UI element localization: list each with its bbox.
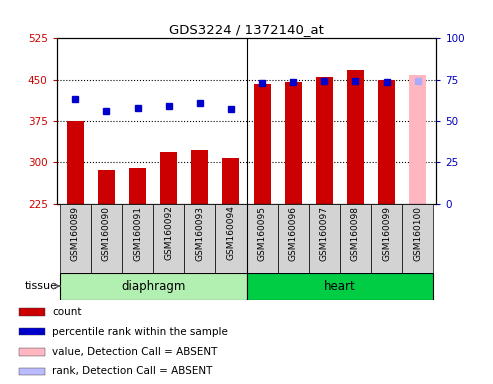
Bar [91, 204, 122, 273]
Text: GSM160094: GSM160094 [226, 205, 236, 260]
Text: GSM160091: GSM160091 [133, 205, 142, 261]
Bar [60, 204, 91, 273]
Text: GSM160096: GSM160096 [289, 205, 298, 261]
Bar [160, 152, 177, 204]
Text: value, Detection Call = ABSENT: value, Detection Call = ABSENT [52, 347, 217, 357]
Bar [347, 70, 364, 204]
Text: heart: heart [324, 280, 356, 293]
Bar [316, 77, 333, 204]
Bar [340, 204, 371, 273]
Bar [98, 170, 115, 204]
Bar [402, 204, 433, 273]
Bar [19, 328, 45, 336]
Bar [19, 367, 45, 375]
Text: GSM160092: GSM160092 [164, 205, 173, 260]
Text: count: count [52, 307, 81, 317]
Text: GSM160100: GSM160100 [413, 205, 422, 261]
Text: diaphragm: diaphragm [121, 280, 185, 293]
Bar [122, 204, 153, 273]
Text: tissue: tissue [24, 281, 57, 291]
Bar [246, 204, 278, 273]
Bar [184, 204, 215, 273]
Text: GSM160089: GSM160089 [71, 205, 80, 261]
Bar [409, 75, 426, 204]
Bar [278, 204, 309, 273]
Bar [378, 80, 395, 204]
Text: GSM160099: GSM160099 [382, 205, 391, 261]
Text: GSM160093: GSM160093 [195, 205, 204, 261]
Bar [19, 308, 45, 316]
Text: GSM160090: GSM160090 [102, 205, 111, 261]
Bar [60, 273, 246, 300]
Bar [253, 84, 271, 204]
Text: GSM160098: GSM160098 [351, 205, 360, 261]
Bar [371, 204, 402, 273]
Bar [215, 204, 246, 273]
Bar [191, 150, 209, 204]
Bar [153, 204, 184, 273]
Text: rank, Detection Call = ABSENT: rank, Detection Call = ABSENT [52, 366, 212, 376]
Bar [129, 168, 146, 204]
Bar [284, 83, 302, 204]
Bar [309, 204, 340, 273]
Bar [67, 121, 84, 204]
Text: GSM160097: GSM160097 [320, 205, 329, 261]
Bar [246, 273, 433, 300]
Text: GSM160095: GSM160095 [257, 205, 267, 261]
Text: percentile rank within the sample: percentile rank within the sample [52, 327, 228, 337]
Title: GDS3224 / 1372140_at: GDS3224 / 1372140_at [169, 23, 324, 36]
Bar [222, 158, 240, 204]
Bar [19, 348, 45, 356]
